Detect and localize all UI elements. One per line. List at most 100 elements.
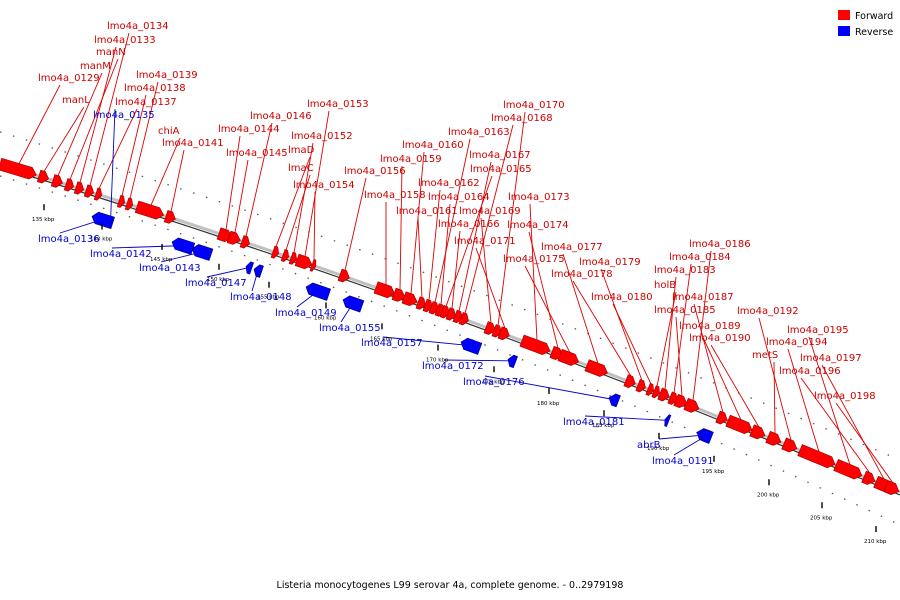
forward-gene-label[interactable]: lmo4a_0183	[654, 265, 716, 276]
forward-gene-arrow[interactable]	[497, 326, 512, 342]
forward-gene-arrow[interactable]	[116, 194, 126, 208]
reverse-gene-arrow[interactable]	[341, 294, 365, 313]
reverse-gene-label[interactable]: lmo4a_0191	[652, 456, 714, 467]
forward-gene-arrow[interactable]	[288, 251, 299, 265]
forward-gene-arrow[interactable]	[645, 382, 656, 396]
forward-gene-label[interactable]: lmo4a_0190	[689, 333, 751, 344]
forward-gene-label[interactable]: lmo4a_0194	[766, 337, 828, 348]
forward-gene-label[interactable]: lmo4a_0196	[779, 366, 841, 377]
forward-gene-label[interactable]: lmo4a_0141	[162, 138, 224, 149]
forward-gene-label[interactable]: lmaD	[288, 145, 315, 156]
forward-gene-arrow[interactable]	[715, 410, 730, 426]
forward-gene-arrow[interactable]	[73, 181, 85, 196]
forward-gene-arrow[interactable]	[781, 437, 800, 454]
reverse-gene-label[interactable]: lmo4a_0155	[319, 323, 381, 334]
forward-gene-arrow[interactable]	[657, 387, 672, 403]
forward-gene-label[interactable]: lmo4a_0160	[402, 140, 464, 151]
forward-gene-arrow[interactable]	[294, 253, 314, 271]
forward-gene-arrow[interactable]	[309, 258, 318, 272]
forward-gene-arrow[interactable]	[391, 287, 407, 303]
forward-gene-label[interactable]: lmo4a_0184	[669, 252, 731, 263]
forward-gene-arrow[interactable]	[134, 200, 165, 221]
forward-gene-label[interactable]: lmo4a_0171	[454, 236, 516, 247]
reverse-gene-label[interactable]: lmo4a_0172	[422, 361, 484, 372]
reverse-gene-arrow[interactable]	[459, 336, 483, 355]
forward-gene-arrow[interactable]	[861, 470, 878, 487]
forward-gene-label[interactable]: lmaC	[288, 163, 314, 174]
forward-gene-label[interactable]: lmo4a_0133	[94, 35, 156, 46]
reverse-gene-arrow[interactable]	[698, 428, 714, 444]
forward-gene-label[interactable]: lmo4a_0134	[107, 21, 169, 32]
forward-gene-label[interactable]: lmo4a_0165	[470, 164, 532, 175]
forward-gene-arrow[interactable]	[749, 424, 767, 441]
forward-gene-label[interactable]: holB	[654, 280, 676, 291]
forward-gene-arrow[interactable]	[124, 197, 134, 211]
forward-gene-arrow[interactable]	[50, 174, 64, 188]
forward-gene-arrow[interactable]	[623, 374, 638, 390]
forward-gene-arrow[interactable]	[83, 184, 95, 199]
forward-gene-label[interactable]: lmo4a_0167	[469, 150, 531, 161]
forward-gene-label[interactable]: lmo4a_0129	[38, 73, 100, 84]
reverse-gene-label[interactable]: lmo4a_0147	[185, 278, 247, 289]
forward-gene-arrow[interactable]	[651, 385, 662, 399]
forward-gene-label[interactable]: lmo4a_0138	[124, 83, 186, 94]
forward-gene-label[interactable]: lmo4a_0137	[115, 97, 177, 108]
forward-gene-label[interactable]: manN	[96, 47, 126, 58]
forward-gene-arrow[interactable]	[557, 348, 581, 367]
reverse-gene-arrow[interactable]	[252, 264, 264, 278]
forward-gene-label[interactable]: lmo4a_0180	[591, 292, 653, 303]
forward-gene-arrow[interactable]	[36, 169, 50, 184]
reverse-gene-arrow[interactable]	[304, 281, 332, 301]
forward-gene-label[interactable]: lmo4a_0153	[307, 99, 369, 110]
forward-gene-arrow[interactable]	[725, 414, 755, 436]
forward-gene-arrow[interactable]	[667, 391, 680, 406]
forward-gene-label[interactable]: lmo4a_0161	[396, 206, 458, 217]
reverse-gene-arrow[interactable]	[244, 261, 254, 275]
reverse-gene-label[interactable]: lmo4a_0149	[275, 308, 337, 319]
forward-gene-arrow[interactable]	[883, 480, 900, 498]
forward-gene-label[interactable]: lmo4a_0173	[508, 192, 570, 203]
forward-gene-label[interactable]: lmo4a_0166	[438, 219, 500, 230]
forward-gene-label[interactable]: lmo4a_0179	[579, 257, 641, 268]
forward-gene-arrow[interactable]	[765, 430, 783, 447]
forward-gene-arrow[interactable]	[833, 459, 864, 481]
forward-gene-label[interactable]: lmo4a_0144	[218, 124, 280, 135]
forward-gene-label[interactable]: lmo4a_0139	[136, 70, 198, 81]
reverse-gene-arrow[interactable]	[190, 243, 214, 261]
reverse-gene-arrow[interactable]	[607, 392, 621, 408]
reverse-gene-arrow[interactable]	[663, 414, 672, 427]
forward-gene-arrow[interactable]	[483, 321, 498, 337]
reverse-gene-label[interactable]: lmo4a_0136	[38, 234, 100, 245]
forward-gene-label[interactable]: manM	[80, 61, 111, 72]
forward-gene-arrow[interactable]	[415, 296, 428, 311]
forward-gene-label[interactable]: metS	[752, 350, 778, 361]
reverse-gene-label[interactable]: lmo4a_0135	[93, 110, 155, 121]
forward-gene-arrow[interactable]	[673, 393, 690, 410]
forward-gene-label[interactable]: lmo4a_0158	[364, 190, 426, 201]
forward-gene-label[interactable]: lmo4a_0169	[459, 206, 521, 217]
forward-gene-label[interactable]: lmo4a_0159	[380, 154, 442, 165]
forward-gene-label[interactable]: lmo4a_0164	[428, 192, 490, 203]
forward-gene-label[interactable]: lmo4a_0185	[654, 305, 716, 316]
forward-gene-label[interactable]: chiA	[158, 126, 180, 137]
forward-gene-label[interactable]: lmo4a_0146	[250, 111, 312, 122]
forward-gene-label[interactable]: lmo4a_0163	[448, 127, 510, 138]
reverse-gene-label[interactable]: lmo4a_0157	[361, 338, 423, 349]
forward-gene-label[interactable]: lmo4a_0175	[503, 254, 565, 265]
forward-gene-arrow[interactable]	[280, 249, 291, 263]
forward-gene-arrow[interactable]	[519, 334, 552, 357]
forward-gene-arrow[interactable]	[226, 230, 242, 246]
forward-gene-arrow[interactable]	[445, 307, 458, 322]
forward-gene-arrow[interactable]	[584, 359, 610, 379]
forward-gene-arrow[interactable]	[63, 178, 75, 193]
forward-gene-label[interactable]: lmo4a_0162	[418, 178, 480, 189]
forward-gene-arrow[interactable]	[373, 281, 397, 300]
reverse-gene-arrow[interactable]	[170, 236, 196, 255]
forward-gene-label[interactable]: lmo4a_0168	[491, 113, 553, 124]
reverse-gene-label[interactable]: lmo4a_0143	[139, 263, 201, 274]
forward-gene-label[interactable]: lmo4a_0170	[503, 100, 565, 111]
forward-gene-arrow[interactable]	[239, 235, 251, 249]
forward-gene-arrow[interactable]	[270, 245, 281, 259]
forward-gene-label[interactable]: lmo4a_0178	[551, 269, 613, 280]
reverse-gene-label[interactable]: lmo4a_0176	[463, 377, 525, 388]
